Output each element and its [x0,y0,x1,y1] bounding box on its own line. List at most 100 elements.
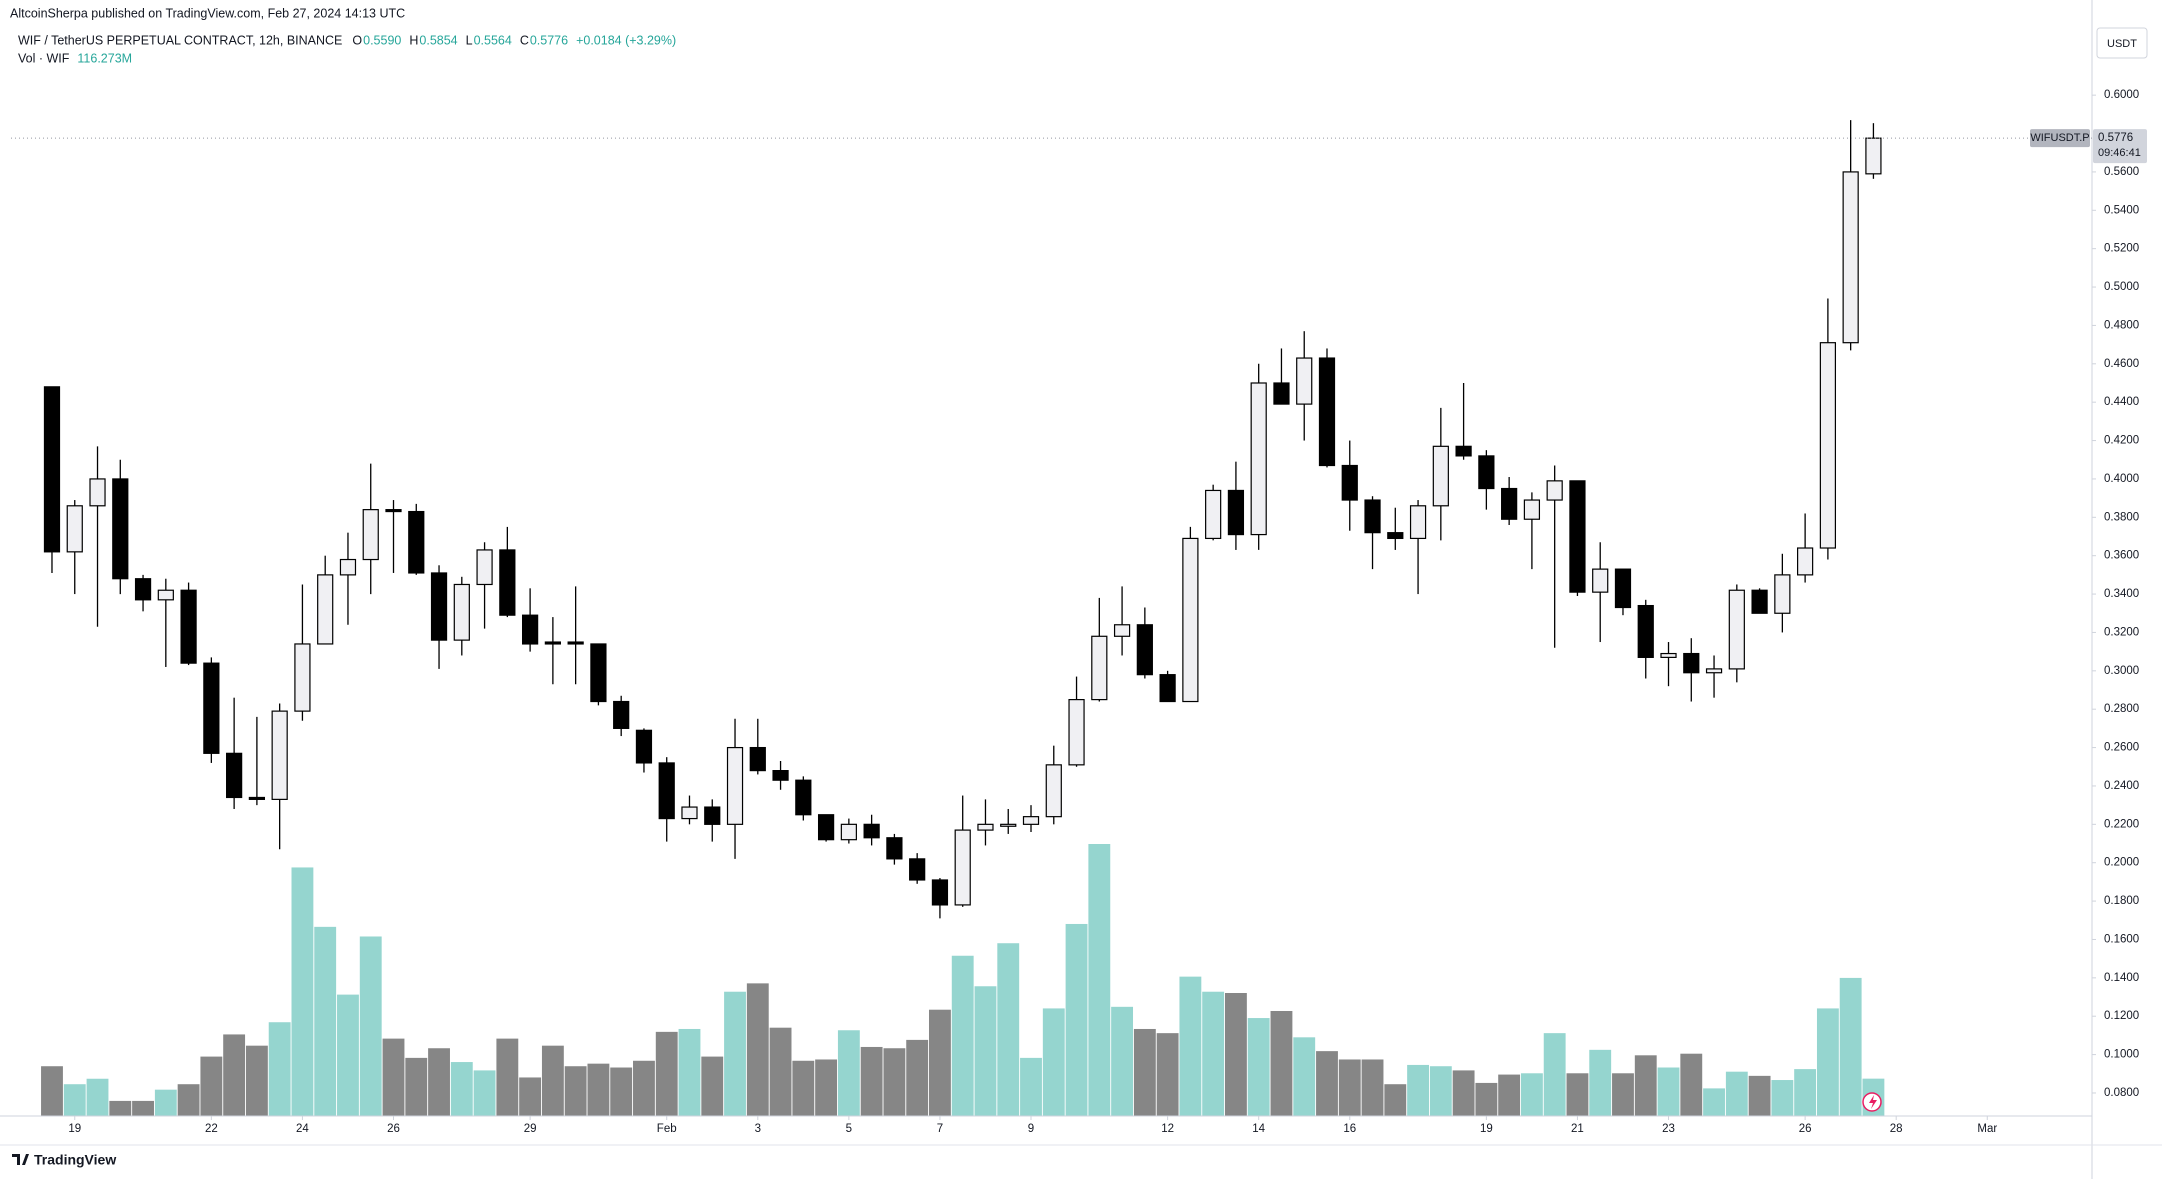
x-tick-label: 16 [1343,1123,1356,1135]
footer-brand: TradingView [34,1152,116,1168]
volume-bar [1839,977,1862,1116]
x-tick-label: 21 [1571,1123,1584,1135]
candle-body [954,829,971,906]
candle-body [1091,635,1108,701]
y-tick-label: 0.3000 [2104,665,2139,677]
volume-bar [769,1027,792,1116]
candle-body [1136,624,1153,676]
candle-body [544,641,561,645]
candle-body [1022,816,1040,825]
y-tick-label: 0.4800 [2104,319,2139,331]
candle-body [89,478,106,507]
volume-bar [291,867,314,1116]
candle-body [1000,823,1017,827]
volume-bar [951,955,974,1116]
volume-bar [1498,1074,1521,1116]
volume-bar [519,1077,542,1116]
candle-body [1113,624,1131,637]
volume-bar [837,1030,860,1116]
x-tick-label: 22 [205,1123,218,1135]
volume-bar [1771,1080,1794,1116]
volume-bar [1612,1073,1634,1116]
x-tick-label: 23 [1662,1123,1675,1135]
candle-body [430,572,448,641]
volume-bar [678,1028,701,1116]
volume-bar [1703,1088,1725,1116]
x-tick-label: 7 [937,1123,943,1135]
candle-body [499,549,516,616]
volume-bar [63,1084,86,1116]
ohlc-value: 0.5564 [474,33,512,47]
symbol-title: WIF / TetherUS PERPETUAL CONTRACT, 12h, … [18,33,342,47]
currency-box[interactable] [2096,27,2148,59]
volume-bar [337,994,359,1116]
candle-body [1614,568,1632,609]
y-tick-label: 0.4600 [2104,358,2139,370]
x-tick-label: 3 [755,1123,761,1135]
candle-body [112,478,129,580]
candle-body [931,879,949,906]
candle-body [385,509,402,513]
volume-bar [200,1056,223,1116]
ohlc-key: L [466,33,473,47]
candle-layer [43,120,1882,919]
volume-bar [496,1038,519,1116]
candle-body [772,770,789,781]
x-tick-label: 19 [68,1123,81,1135]
x-tick-label: 29 [524,1123,537,1135]
candle-body [1569,480,1586,593]
volume-bar [974,986,997,1116]
candle-body [1341,464,1358,501]
candle-body [1250,382,1267,536]
x-tick-label: 28 [1890,1123,1903,1135]
volume-bar [1224,993,1247,1116]
last-price-label: 0.5776 [2098,132,2133,144]
volume-bar [883,1048,906,1116]
y-tick-label: 0.3400 [2104,588,2139,600]
volume-bar [1042,1008,1065,1116]
candle-body [1296,357,1313,405]
x-tick-label: 9 [1028,1123,1034,1135]
volume-bar [633,1060,655,1116]
currency-label: USDT [2107,38,2137,50]
ohlc-key: O [352,33,362,47]
candle-body [977,823,994,831]
ohlc-value: 0.5854 [419,33,457,47]
candle-body [1182,537,1199,703]
volume-bar [1020,1057,1042,1116]
candle-body [1865,137,1882,175]
candle-body [840,823,857,841]
candle-body [681,806,698,820]
candle-body [1318,357,1336,467]
y-tick-label: 0.4400 [2104,396,2139,408]
candle-body [1227,489,1245,536]
candle-body [704,806,721,825]
volume-bar [428,1048,450,1116]
volume-bar [564,1066,587,1116]
volume-bar [792,1060,815,1116]
candle-body [590,643,607,703]
candle-body [134,578,152,601]
candle-body [339,558,357,576]
candle-body [1660,652,1677,658]
x-tick-label: 24 [296,1123,309,1135]
candle-body [1592,568,1609,593]
candle-body [476,549,493,586]
alert-bolt [1869,1095,1877,1109]
candle-body [43,386,61,553]
volume-bar [815,1059,838,1116]
candle-body [1728,589,1745,670]
volume-bar [997,943,1020,1116]
x-tick-label: 19 [1480,1123,1493,1135]
volume-legend: Vol · WIF [18,51,70,65]
y-tick-label: 0.6000 [2104,89,2139,101]
candle-body [1842,171,1859,344]
candle-body [886,837,903,860]
candle-body [1409,505,1427,540]
x-tick-label: 5 [846,1123,852,1135]
candle-body [1432,445,1449,507]
y-tick-label: 0.3800 [2104,511,2139,523]
volume-bar [154,1089,177,1116]
volume-bar [223,1034,246,1116]
ticker-label: WIFUSDT.P [2030,132,2089,144]
